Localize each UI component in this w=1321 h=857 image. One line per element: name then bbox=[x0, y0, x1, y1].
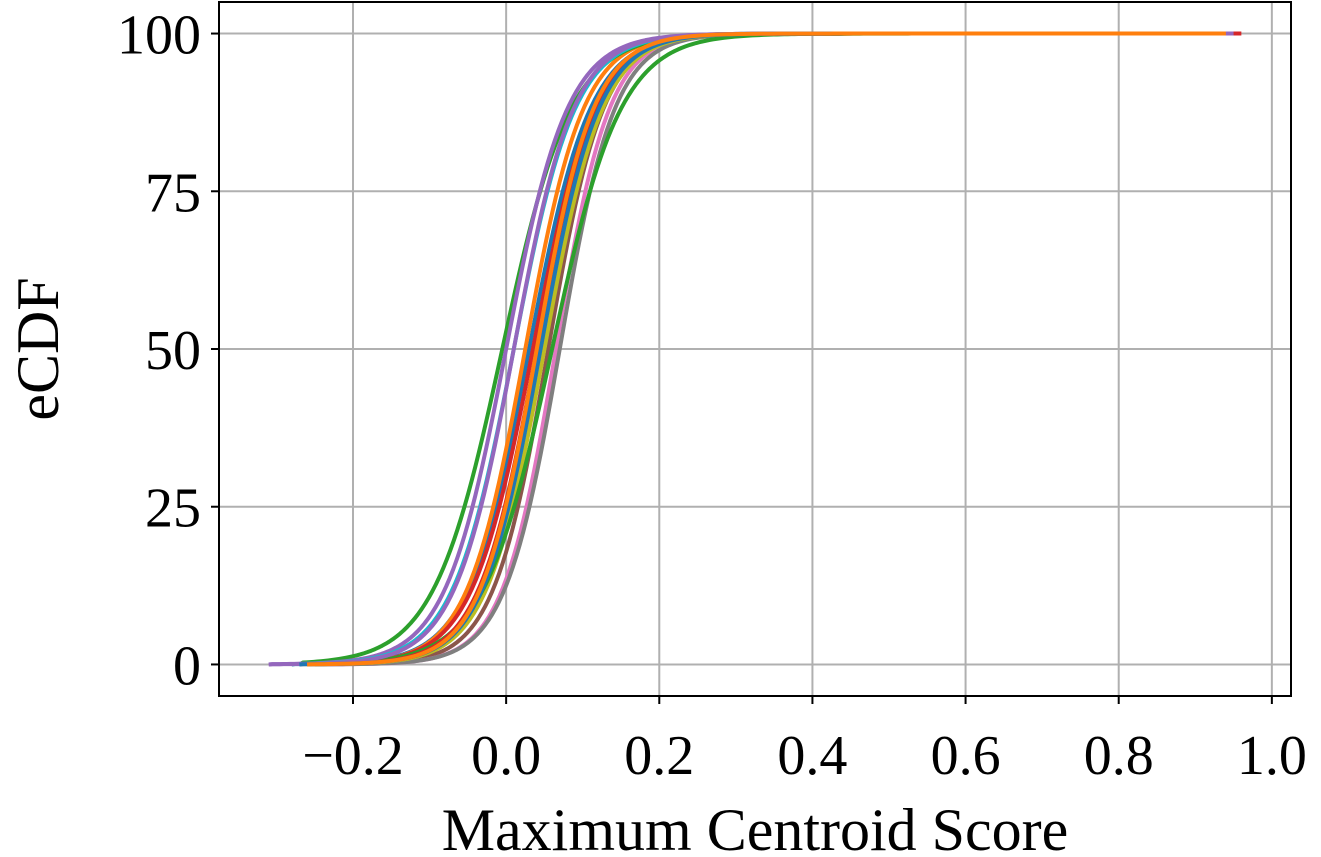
x-tick-label: 0.8 bbox=[1084, 725, 1154, 787]
y-tick-label: 75 bbox=[145, 162, 201, 224]
x-tick-label: 1.0 bbox=[1237, 725, 1307, 787]
y-axis-title: eCDF bbox=[5, 277, 71, 420]
x-tick-label: 0.6 bbox=[931, 725, 1001, 787]
grid bbox=[219, 2, 1291, 696]
x-tick-label: −0.2 bbox=[302, 725, 404, 787]
ecdf-series-15 bbox=[306, 31, 1226, 667]
x-tick-label: 0.0 bbox=[471, 725, 541, 787]
axis-ticks: −0.2 0.0 0.2 0.4 0.6 0.8 1.0 0 25 50 75 100 bbox=[117, 5, 1307, 787]
x-tick-label: 0.2 bbox=[624, 725, 694, 787]
x-axis-title: Maximum Centroid Score bbox=[442, 797, 1069, 857]
y-tick-label: 50 bbox=[145, 320, 201, 382]
y-tick-label: 100 bbox=[117, 5, 201, 67]
x-tick-label: 0.4 bbox=[777, 725, 847, 787]
y-tick-label: 25 bbox=[145, 478, 201, 540]
series-lines bbox=[268, 31, 1242, 667]
y-tick-label: 0 bbox=[173, 635, 201, 697]
